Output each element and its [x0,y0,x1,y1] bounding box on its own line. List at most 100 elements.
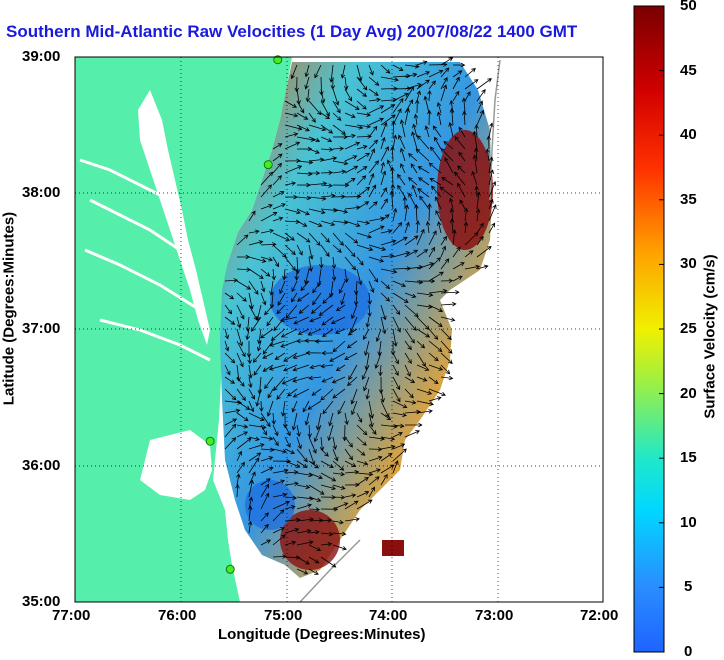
velocity-vector [266,316,274,327]
velocity-vector [368,184,377,198]
velocity-vector [272,534,286,546]
velocity-vector [452,90,460,102]
velocity-vector [308,124,327,132]
velocity-vector [313,424,322,443]
velocity-vector [380,187,387,198]
velocity-vector [335,364,346,372]
velocity-vector [404,221,410,234]
velocity-vector [332,460,345,471]
velocity-vector [284,460,301,468]
velocity-vector [260,280,266,293]
velocity-vector [390,340,396,356]
velocity-vector [392,134,398,150]
velocity-vector [224,278,239,283]
velocity-vector [260,292,267,306]
velocity-vector [284,424,291,437]
velocity-vector [308,208,326,215]
velocity-vector [236,340,246,358]
velocity-vector [404,292,417,298]
velocity-vector [392,448,407,462]
velocity-vector [308,181,328,186]
velocity-vector [260,204,273,210]
velocity-vector [368,64,374,76]
velocity-vector [318,304,334,316]
velocity-vector [428,69,444,78]
velocity-vector [308,484,325,495]
velocity-vector [464,232,479,246]
velocity-vector [464,79,479,90]
velocity-vector [320,556,337,568]
velocity-vector [367,304,372,317]
velocity-vector [440,258,450,270]
x-axis-label: Longitude (Degrees:Minutes) [218,626,426,643]
velocity-vector [320,244,330,257]
velocity-vector [392,236,408,246]
velocity-patch [382,540,404,556]
velocity-vector [312,280,322,294]
velocity-vector [400,163,406,174]
velocity-vector [267,388,274,399]
velocity-vector [368,244,387,251]
velocity-vector [248,400,255,413]
velocity-vector [224,376,236,384]
velocity-vector [344,244,356,258]
velocity-vector [415,148,430,162]
velocity-vector [392,280,406,288]
velocity-vector [284,100,297,108]
velocity-vector [296,503,312,510]
velocity-vector [457,165,466,174]
velocity-vector [245,328,250,341]
velocity-vector [427,90,432,102]
velocity-vector [344,352,358,360]
velocity-vector [346,340,358,349]
velocity-vector [344,141,361,150]
velocity-vector [488,222,496,234]
velocity-vector [416,60,428,66]
velocity-vector [404,422,423,428]
velocity-vector [440,375,454,381]
velocity-vector [332,340,346,353]
velocity-vector [296,448,308,463]
velocity-vector [332,436,338,451]
velocity-vector [248,256,267,263]
velocity-vector [350,400,358,416]
velocity-vector [322,328,334,338]
velocity-vector [368,424,377,435]
velocity-vector [344,100,360,110]
velocity-vector [448,197,454,210]
velocity-vector [404,86,415,102]
velocity-vector [307,400,322,410]
velocity-vector [284,208,301,215]
velocity-vector [294,76,299,93]
velocity-vector [264,304,274,316]
velocity-vector [368,476,380,486]
velocity-vector [272,479,285,486]
velocity-vector [271,412,276,425]
velocity-vector [247,505,253,522]
colorbar-label: Surface Velocity (cm/s) [701,254,719,419]
x-tick: 75:00 [264,607,303,624]
velocity-vector [344,500,359,510]
velocity-vector [344,220,361,228]
velocity-vector [356,100,367,110]
velocity-vector [350,304,358,320]
velocity-vector [356,448,366,456]
velocity-vector [308,544,322,552]
velocity-vector [414,204,419,222]
velocity-vector [272,175,282,186]
velocity-vector [428,288,448,294]
velocity-vector [260,466,274,474]
velocity-vector [365,388,370,400]
colorbar-tick: 0 [684,643,693,660]
velocity-vector [224,388,237,401]
velocity-vector [374,352,382,369]
velocity-vector [284,448,295,455]
velocity-vector [432,125,442,138]
velocity-vector [368,468,381,474]
velocity-vector [284,141,301,150]
velocity-vector [452,275,463,282]
velocity-vector [259,400,264,412]
velocity-vector [262,340,274,355]
velocity-vector [452,70,463,78]
